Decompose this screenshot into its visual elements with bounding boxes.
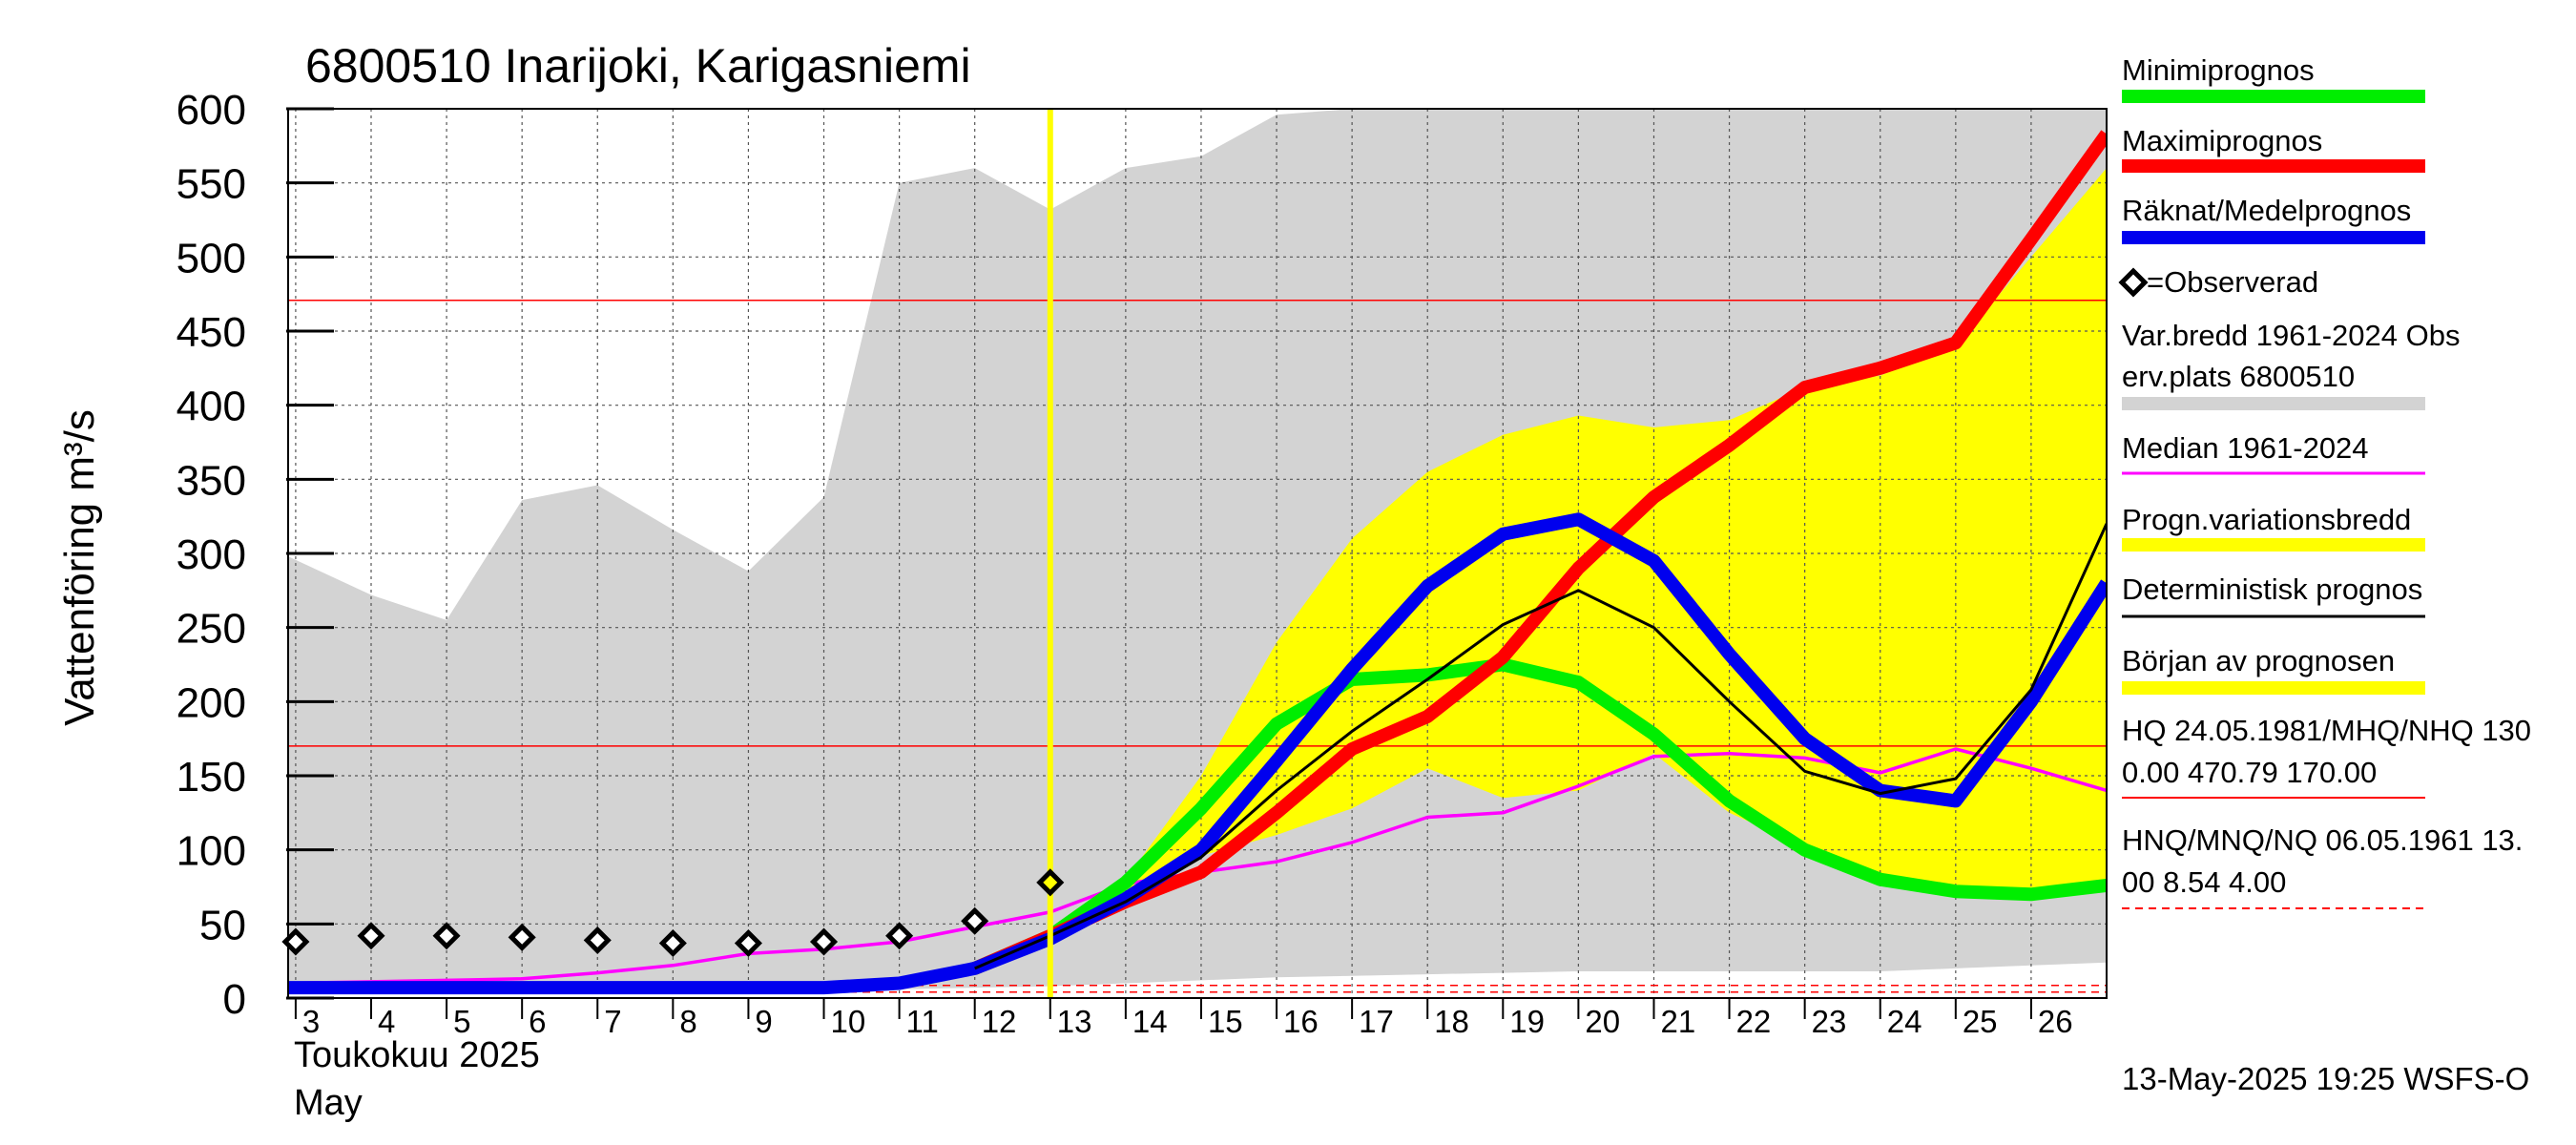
x-tick-label: 6 [529, 1004, 546, 1039]
observed-point [583, 926, 612, 954]
x-tick-label: 4 [378, 1004, 395, 1039]
y-tick-label: 550 [177, 161, 246, 208]
series-line-minimiprognos [971, 657, 2107, 975]
x-tick-label: 14 [1132, 1004, 1168, 1039]
legend-label-max: Maximiprognos [2122, 124, 2322, 157]
y-tick-label: 600 [177, 87, 246, 134]
month-label-en: May [294, 1083, 363, 1123]
legend-observed-marker [2118, 267, 2149, 298]
x-tick-label: 20 [1585, 1004, 1620, 1039]
legend-label-min: Minimiprognos [2122, 53, 2315, 87]
legend: Minimiprognos Maximiprognos Räknat/Medel… [2118, 53, 2531, 909]
observed-point [658, 928, 687, 958]
x-tick-label: 8 [679, 1004, 696, 1039]
observed-point [734, 928, 762, 958]
legend-label-progn-var: Progn.variationsbredd [2122, 503, 2411, 536]
series-line-maximiprognos [971, 130, 2107, 975]
observed-point [1036, 868, 1065, 897]
y-tick-label: 300 [177, 531, 246, 578]
series-line-deterministisk-prognos [974, 523, 2107, 970]
x-tick-label: 15 [1208, 1004, 1243, 1039]
variation-band [288, 109, 2107, 991]
legend-label-observed: =Observerad [2147, 265, 2318, 299]
observed-point [357, 922, 385, 950]
legend-label-hnq-1: HNQ/MNQ/NQ 06.05.1961 13. [2122, 823, 2523, 857]
y-tick-label: 100 [177, 828, 246, 875]
x-tick-label: 3 [302, 1004, 320, 1039]
x-tick-label: 10 [831, 1004, 866, 1039]
y-tick-label: 150 [177, 754, 246, 801]
legend-label-hq-2: 0.00 470.79 170.00 [2122, 756, 2377, 789]
observed-point [809, 927, 839, 956]
x-tick-label: 17 [1359, 1004, 1394, 1039]
x-tick-label: 22 [1736, 1004, 1772, 1039]
y-tick-label: 250 [177, 606, 246, 653]
legend-label-hq-1: HQ 24.05.1981/MHQ/NHQ 130 [2122, 714, 2531, 747]
x-tick-label: 12 [982, 1004, 1017, 1039]
series-line-r-knat-medelprognos [288, 512, 2107, 995]
x-tick-label: 9 [755, 1004, 772, 1039]
x-tick-label: 24 [1887, 1004, 1922, 1039]
observed-point [281, 927, 310, 956]
observed-point [961, 906, 989, 935]
observed-point [885, 922, 914, 950]
footer-timestamp: 13-May-2025 19:25 WSFS-O [2122, 1061, 2529, 1096]
legend-label-hnq-2: 00 8.54 4.00 [2122, 865, 2286, 899]
plot-area [288, 109, 2107, 998]
y-tick-label: 0 [223, 976, 246, 1023]
x-tick-label: 16 [1283, 1004, 1319, 1039]
axes: 0 50 100 150 200 250 300 350 400 450 500 550 600 3 4 5 6… [177, 87, 2073, 1039]
legend-label-median: Median 1961-2024 [2122, 431, 2369, 465]
month-label: Toukokuu 2025 [294, 1035, 540, 1075]
x-tick-label: 23 [1812, 1004, 1847, 1039]
legend-label-mean: Räknat/Medelprognos [2122, 194, 2411, 227]
y-tick-label: 400 [177, 384, 246, 430]
x-tick-label: 19 [1509, 1004, 1545, 1039]
legend-label-varbredd-2: erv.plats 6800510 [2122, 360, 2355, 393]
x-tick-label: 13 [1057, 1004, 1092, 1039]
x-tick-label: 5 [453, 1004, 470, 1039]
x-tick-label: 25 [1963, 1004, 1998, 1039]
y-axis-label: Vattenföring m³/s [56, 409, 103, 726]
legend-label-determ: Deterministisk prognos [2122, 572, 2422, 606]
y-tick-label: 500 [177, 235, 246, 281]
y-tick-label: 200 [177, 679, 246, 726]
y-tick-label: 350 [177, 457, 246, 504]
observed-points [281, 868, 1065, 958]
x-tick-label: 26 [2038, 1004, 2073, 1039]
x-tick-label: 7 [604, 1004, 621, 1039]
chart-title: 6800510 Inarijoki, Karigasniemi [305, 39, 971, 93]
y-tick-label: 50 [199, 902, 246, 948]
legend-label-start: Början av prognosen [2122, 644, 2395, 677]
observed-point [432, 922, 461, 950]
legend-label-varbredd-1: Var.bredd 1961-2024 Obs [2122, 319, 2460, 352]
x-tick-label: 11 [906, 1004, 939, 1039]
y-tick-label: 450 [177, 309, 246, 356]
observed-point [508, 923, 536, 951]
x-tick-label: 21 [1660, 1004, 1695, 1039]
x-tick-label: 18 [1434, 1004, 1469, 1039]
